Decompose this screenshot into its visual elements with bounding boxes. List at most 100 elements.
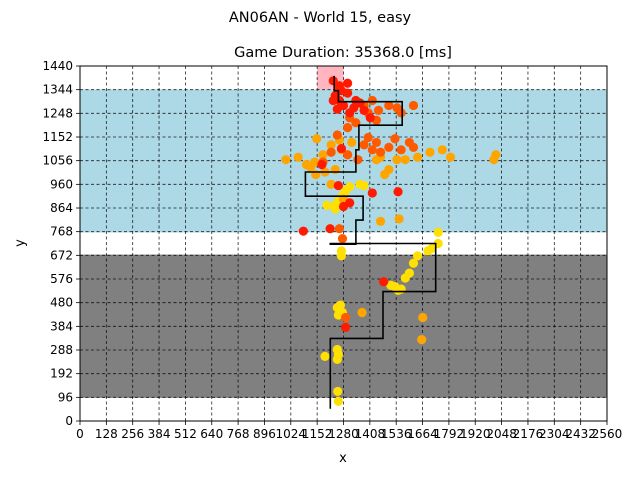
data-point — [320, 351, 330, 362]
data-point — [390, 134, 400, 144]
y-tick-label: 192 — [50, 367, 73, 381]
x-tick-label: 1280 — [328, 427, 359, 441]
data-point — [413, 152, 423, 162]
x-tick-label: 256 — [121, 427, 144, 441]
data-point — [326, 147, 336, 157]
x-tick-label: 1024 — [276, 427, 307, 441]
data-point — [359, 180, 369, 191]
y-axis-label: y — [13, 239, 28, 247]
data-point — [281, 155, 291, 165]
data-point — [326, 179, 336, 189]
data-point — [375, 216, 386, 226]
x-tick-label: 1664 — [407, 427, 438, 441]
data-point — [425, 147, 435, 157]
data-point — [345, 108, 355, 118]
x-tick-label: 768 — [227, 427, 250, 441]
figure-suptitle: AN06AN - World 15, easy — [229, 10, 412, 26]
data-point — [347, 137, 357, 148]
data-point — [392, 155, 402, 165]
data-point — [340, 312, 351, 323]
y-tick-label: 864 — [50, 201, 73, 215]
x-tick-label: 2176 — [513, 427, 544, 441]
data-point — [335, 300, 346, 310]
data-point — [337, 233, 348, 244]
data-point — [379, 277, 389, 287]
data-point — [343, 78, 353, 88]
data-point — [336, 246, 347, 256]
y-tick-label: 960 — [50, 177, 73, 191]
data-point — [373, 105, 384, 115]
y-tick-label: 1248 — [42, 106, 73, 120]
data-point — [365, 113, 375, 123]
points-layer — [281, 76, 501, 406]
data-point — [333, 396, 343, 406]
data-point — [384, 142, 394, 152]
data-point — [318, 150, 328, 160]
data-point — [343, 88, 353, 98]
data-point — [332, 104, 342, 114]
data-point — [359, 105, 369, 115]
trajectory-path — [304, 75, 437, 409]
data-point — [433, 227, 443, 238]
y-tick-label: 576 — [50, 272, 73, 286]
data-point — [400, 155, 410, 165]
data-point — [298, 226, 308, 236]
data-point — [445, 152, 456, 162]
data-point — [384, 100, 394, 111]
data-point — [437, 145, 447, 155]
data-point — [408, 142, 419, 152]
data-point — [322, 200, 332, 210]
y-tick-label: 1152 — [42, 130, 73, 144]
x-tick-label: 512 — [174, 427, 197, 441]
data-point — [305, 162, 316, 172]
x-tick-label: 1536 — [381, 427, 412, 441]
y-tick-label: 1440 — [42, 59, 73, 73]
x-tick-label: 1792 — [434, 427, 465, 441]
x-tick-label: 1152 — [302, 427, 333, 441]
data-point — [334, 224, 344, 234]
x-axis: 0 128 256 384 512 640 768 896 102411521280140815… — [76, 421, 622, 441]
plot-area — [79, 65, 608, 422]
data-point — [384, 164, 394, 175]
data-point — [396, 108, 406, 118]
y-tick-label: 480 — [50, 296, 73, 310]
data-point — [367, 95, 377, 106]
data-point — [343, 150, 353, 160]
y-tick-label: 1056 — [42, 154, 73, 168]
data-point — [363, 132, 373, 143]
x-tick-label: 2560 — [592, 427, 623, 441]
x-tick-label: 128 — [95, 427, 118, 441]
y-tick-label: 288 — [50, 343, 73, 357]
data-point — [351, 95, 361, 106]
y-tick-label: 768 — [50, 225, 73, 239]
data-point — [489, 155, 499, 165]
data-point — [408, 100, 419, 111]
x-axis-label: x — [339, 451, 347, 466]
data-point — [330, 204, 340, 214]
x-tick-label: 2304 — [539, 427, 570, 441]
data-point — [333, 386, 343, 397]
data-point — [375, 147, 386, 157]
data-point — [357, 307, 367, 318]
x-tick-label: 0 — [76, 427, 84, 441]
y-axis: 0 96 192 288 384 480 576 672 768 864 960 1056 1152 12… — [42, 59, 80, 428]
data-point — [367, 145, 377, 155]
y-tick-label: 1344 — [42, 83, 73, 97]
data-point — [359, 140, 369, 150]
data-point — [408, 258, 419, 268]
x-tick-label: 2432 — [565, 427, 596, 441]
data-point — [371, 137, 382, 148]
x-tick-label: 640 — [200, 427, 223, 441]
data-point — [413, 251, 423, 261]
data-point — [338, 201, 349, 212]
x-tick-label: 384 — [148, 427, 171, 441]
data-point — [325, 224, 335, 234]
x-tick-label: 2048 — [486, 427, 517, 441]
data-point — [317, 160, 327, 170]
data-point — [332, 130, 342, 140]
data-point — [328, 76, 338, 86]
data-point — [312, 134, 322, 144]
y-tick-label: 384 — [50, 319, 73, 333]
data-point — [393, 187, 403, 197]
